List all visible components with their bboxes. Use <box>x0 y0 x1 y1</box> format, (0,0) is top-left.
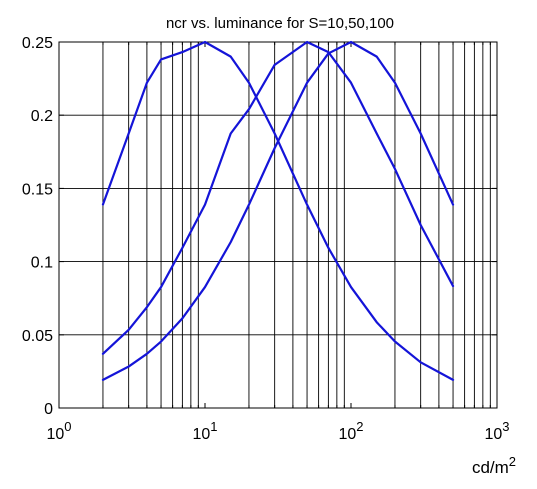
y-tick-label: 0.1 <box>31 255 53 272</box>
x-axis-label: cd/m2 <box>472 454 516 477</box>
x-tick-label: 100 <box>46 419 71 443</box>
y-tick-label: 0.05 <box>22 328 53 345</box>
series-line-1 <box>101 40 455 381</box>
x-tick-label: 103 <box>484 419 509 443</box>
x-tick-labels: 100 101 102 103 <box>46 419 509 443</box>
x-tick-label: 101 <box>192 419 217 443</box>
y-tick-label: 0 <box>44 401 53 418</box>
y-tick-labels: 0 0.05 0.1 0.15 0.2 0.25 <box>22 35 53 418</box>
x-tick-label: 102 <box>338 419 363 443</box>
y-tick-label: 0.15 <box>22 181 53 198</box>
y-tick-label: 0.25 <box>22 35 53 52</box>
plot-frame <box>58 41 498 409</box>
y-tick-label: 0.2 <box>31 108 53 125</box>
chart-title: ncr vs. luminance for S=10,50,100 <box>166 15 394 32</box>
series-layer <box>101 40 455 381</box>
series-line-3 <box>101 40 455 381</box>
x-grid <box>102 42 491 408</box>
series-line-2 <box>101 40 455 355</box>
y-grid <box>59 114 497 336</box>
